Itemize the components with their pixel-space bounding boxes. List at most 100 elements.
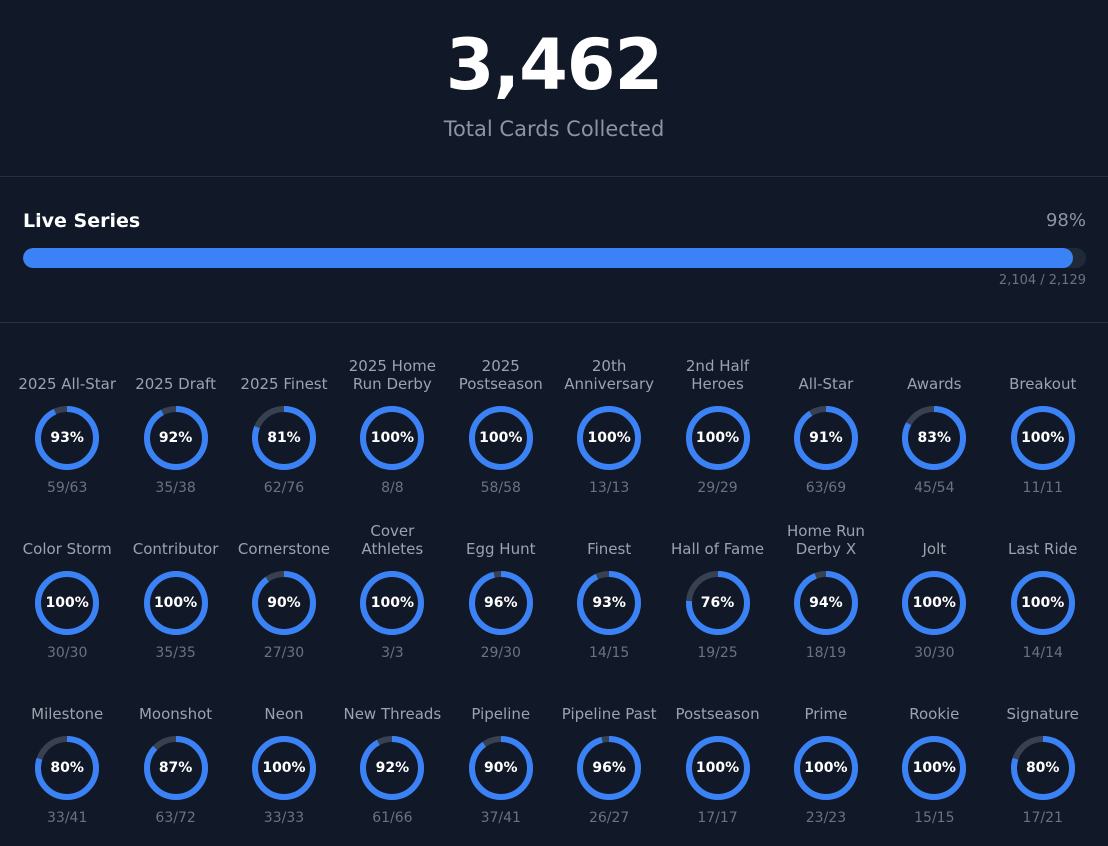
set-card[interactable]: Pipeline Past 96% 26/27 — [555, 665, 663, 830]
set-percent: 93% — [50, 430, 84, 446]
set-card[interactable]: Breakout 100% 11/11 — [989, 335, 1097, 500]
progress-ring-svg — [251, 571, 316, 635]
progress-ring-arc — [468, 571, 533, 635]
set-count: 15/15 — [914, 810, 955, 826]
set-percent: 100% — [45, 595, 89, 611]
set-name: Home Run Derby X — [787, 522, 865, 558]
set-card[interactable]: Hall of Fame 76% 19/25 — [663, 500, 771, 665]
set-name: Rookie — [909, 705, 960, 723]
set-count: 13/13 — [588, 480, 630, 496]
progress-ring: 100% — [685, 405, 751, 471]
set-percent: 96% — [592, 760, 626, 776]
progress-ring-svg — [902, 571, 967, 635]
set-card[interactable]: 2025 Finest 81% 62/76 — [230, 335, 338, 500]
set-count: 27/30 — [263, 645, 305, 661]
set-count: 30/30 — [914, 645, 955, 661]
progress-ring-svg — [468, 406, 533, 470]
set-name: 2nd Half Heroes — [685, 357, 750, 393]
set-card[interactable]: 2025 Home Run Derby 100% 8/8 — [338, 335, 446, 500]
live-series-progress-track — [23, 248, 1086, 268]
progress-ring: 100% — [251, 735, 317, 801]
set-percent: 80% — [50, 760, 84, 776]
progress-ring-svg — [1010, 571, 1075, 635]
progress-ring-arc — [35, 571, 100, 635]
summary-header: 3,462 Total Cards Collected — [0, 0, 1108, 177]
set-name: All-Star — [798, 375, 854, 393]
set-card[interactable]: Awards 83% 45/54 — [880, 335, 988, 500]
set-card[interactable]: Signature 80% 17/21 — [989, 665, 1097, 830]
set-card[interactable]: Moonshot 87% 63/72 — [121, 665, 229, 830]
set-name: Egg Hunt — [466, 540, 536, 558]
set-percent: 100% — [370, 595, 414, 611]
set-card[interactable]: Finest 93% 14/15 — [555, 500, 663, 665]
set-card[interactable]: Contributor 100% 35/35 — [121, 500, 229, 665]
progress-ring-arc — [685, 736, 750, 800]
set-count: 29/29 — [697, 480, 738, 496]
progress-ring-arc — [468, 406, 533, 470]
progress-ring-arc — [577, 406, 642, 470]
set-name: Contributor — [132, 540, 219, 558]
progress-ring-arc — [1010, 736, 1075, 800]
progress-ring: 96% — [576, 735, 642, 801]
progress-ring: 100% — [793, 735, 859, 801]
set-card[interactable]: Cornerstone 90% 27/30 — [230, 500, 338, 665]
set-name: Hall of Fame — [670, 540, 765, 558]
set-card[interactable]: New Threads 92% 61/66 — [338, 665, 446, 830]
set-card[interactable]: Rookie 100% 15/15 — [880, 665, 988, 830]
set-percent: 100% — [1021, 430, 1065, 446]
set-percent: 96% — [483, 595, 518, 611]
progress-ring-arc — [468, 736, 533, 800]
progress-ring-arc — [143, 736, 208, 800]
total-cards-label: Total Cards Collected — [443, 117, 665, 141]
progress-ring-arc — [685, 406, 750, 470]
set-count: 62/76 — [263, 480, 305, 496]
set-count: 14/15 — [588, 645, 630, 661]
set-percent: 81% — [267, 430, 301, 446]
set-count: 23/23 — [805, 810, 847, 826]
set-card[interactable]: Postseason 100% 17/17 — [663, 665, 771, 830]
set-count: 26/27 — [588, 810, 630, 826]
set-card[interactable]: 2025 Draft 92% 35/38 — [121, 335, 229, 500]
progress-ring-svg — [793, 571, 858, 635]
set-name: 2025 Postseason — [458, 357, 543, 393]
set-card[interactable]: Cover Athletes 100% 3/3 — [338, 500, 446, 665]
progress-ring: 100% — [901, 735, 967, 801]
set-card[interactable]: All-Star 91% 63/69 — [772, 335, 880, 500]
set-card[interactable]: 2nd Half Heroes 100% 29/29 — [663, 335, 771, 500]
set-count: 19/25 — [697, 645, 738, 661]
progress-ring-arc — [251, 571, 316, 635]
set-card[interactable]: Home Run Derby X 94% 18/19 — [772, 500, 880, 665]
progress-ring-arc — [902, 736, 967, 800]
set-card[interactable]: 2025 All-Star 93% 59/63 — [13, 335, 121, 500]
set-name: Cover Athletes — [361, 522, 424, 558]
progress-ring: 100% — [576, 405, 642, 471]
progress-ring-svg — [902, 736, 967, 800]
progress-ring-arc — [793, 736, 858, 800]
set-card[interactable]: 2025 Postseason 100% 58/58 — [447, 335, 555, 500]
progress-ring-svg — [35, 736, 100, 800]
progress-ring: 100% — [1010, 405, 1076, 471]
progress-ring-arc — [360, 406, 425, 470]
progress-ring: 92% — [143, 405, 209, 471]
set-card[interactable]: 20th Anniversary 100% 13/13 — [555, 335, 663, 500]
progress-ring: 91% — [793, 405, 859, 471]
set-count: 33/41 — [47, 810, 88, 826]
set-card[interactable]: Neon 100% 33/33 — [230, 665, 338, 830]
set-card[interactable]: Jolt 100% 30/30 — [880, 500, 988, 665]
set-name: Awards — [907, 375, 962, 393]
set-card[interactable]: Milestone 80% 33/41 — [13, 665, 121, 830]
progress-ring-arc — [360, 571, 425, 635]
set-name: Finest — [587, 540, 632, 558]
set-count: 58/58 — [480, 480, 521, 496]
set-count: 63/72 — [155, 810, 196, 826]
progress-ring: 94% — [793, 570, 859, 636]
set-card[interactable]: Last Ride 100% 14/14 — [989, 500, 1097, 665]
set-card[interactable]: Color Storm 100% 30/30 — [13, 500, 121, 665]
set-count: 18/19 — [805, 645, 847, 661]
progress-ring: 93% — [34, 405, 100, 471]
progress-ring-arc — [577, 571, 642, 635]
set-percent: 100% — [912, 760, 956, 776]
set-card[interactable]: Pipeline 90% 37/41 — [447, 665, 555, 830]
set-card[interactable]: Egg Hunt 96% 29/30 — [447, 500, 555, 665]
set-card[interactable]: Prime 100% 23/23 — [772, 665, 880, 830]
